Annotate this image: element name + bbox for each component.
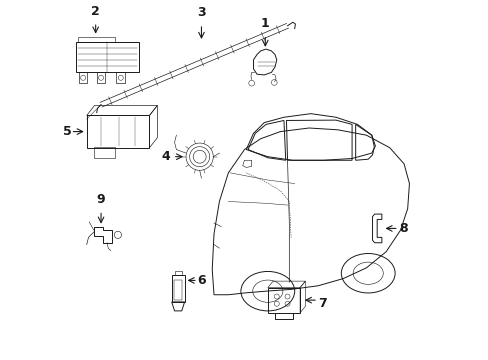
Text: 2: 2 <box>91 5 100 18</box>
Text: 7: 7 <box>317 297 326 310</box>
Text: 1: 1 <box>261 17 269 30</box>
Text: 8: 8 <box>398 222 407 235</box>
Text: 4: 4 <box>161 150 170 163</box>
Text: 9: 9 <box>97 193 105 206</box>
Text: 5: 5 <box>62 125 71 138</box>
Text: 6: 6 <box>197 274 205 287</box>
Text: 3: 3 <box>197 6 205 19</box>
